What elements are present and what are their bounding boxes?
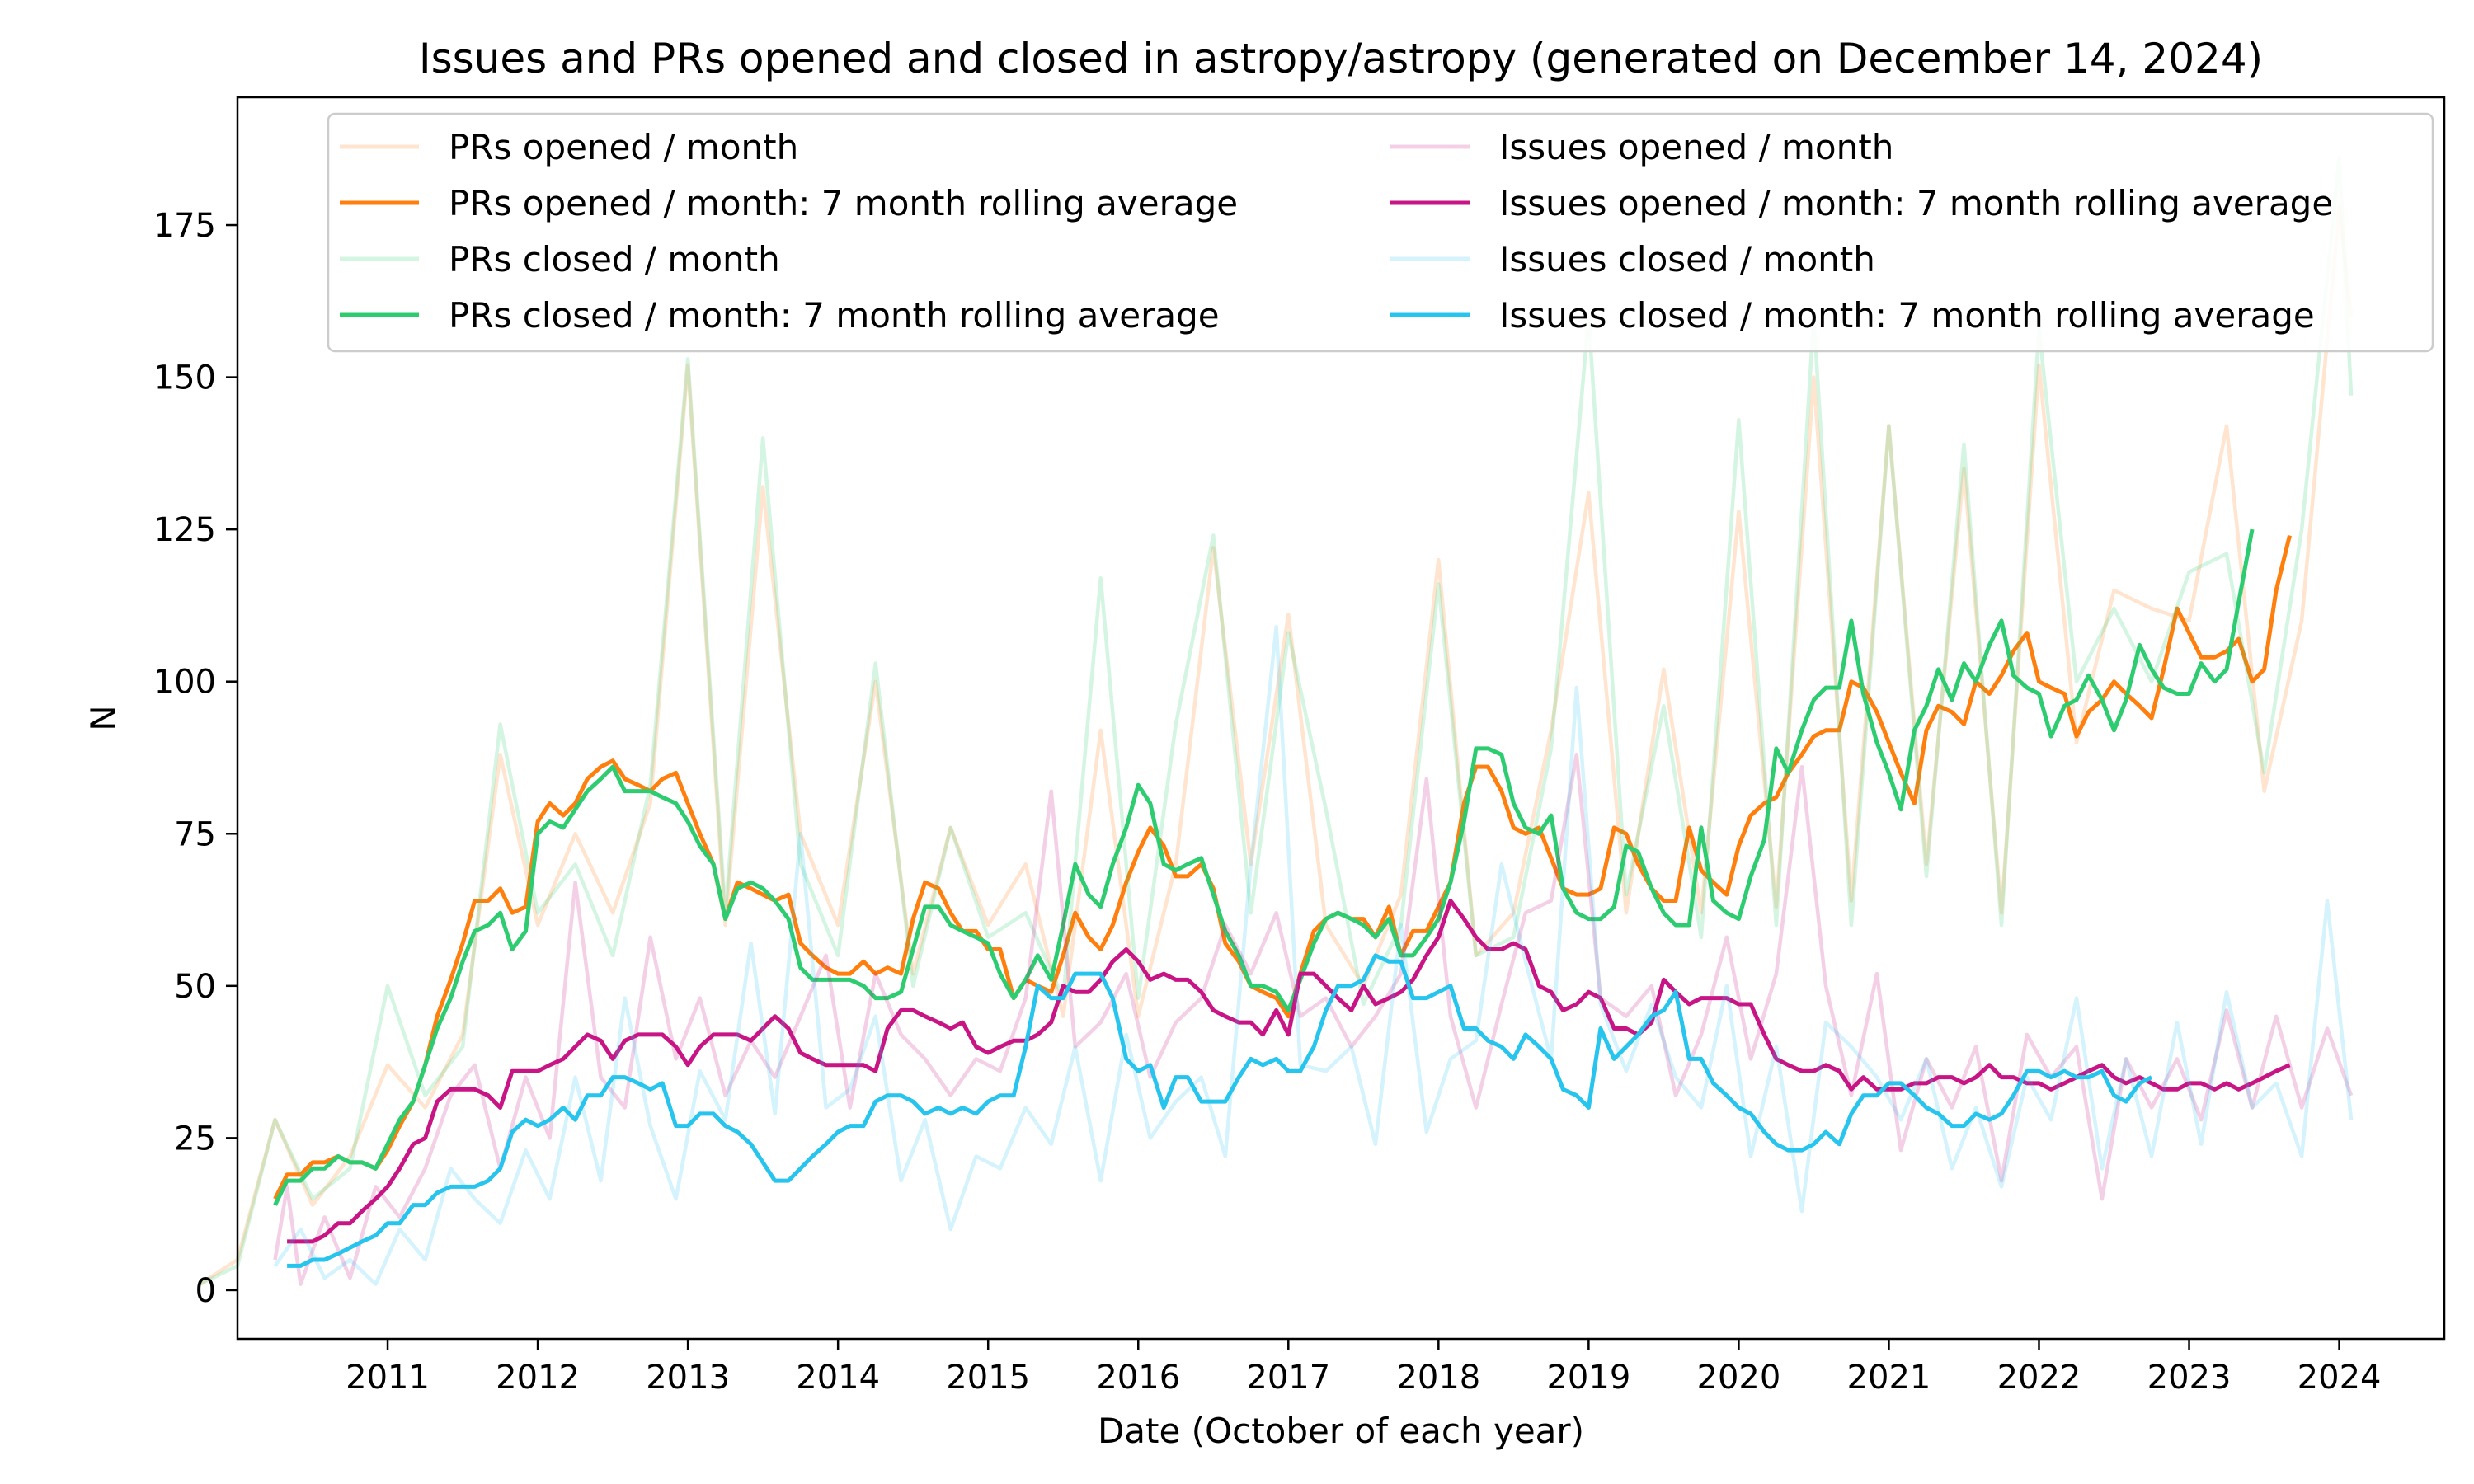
- x-tick-label: 2014: [796, 1359, 880, 1397]
- legend-label: Issues closed / month: [1499, 239, 1875, 279]
- x-tick-label: 2013: [646, 1359, 730, 1397]
- legend-label: PRs opened / month: [449, 127, 798, 167]
- y-tick-label: 25: [174, 1120, 216, 1158]
- x-tick-label: 2018: [1396, 1359, 1480, 1397]
- x-tick-label: 2019: [1546, 1359, 1630, 1397]
- y-tick-label: 175: [153, 207, 216, 245]
- series-line-6: [287, 899, 2291, 1244]
- y-tick-label: 50: [174, 968, 216, 1006]
- y-tick-label: 0: [195, 1272, 216, 1310]
- legend-label: Issues opened / month: [1499, 127, 1893, 167]
- y-tick-label: 150: [153, 359, 216, 397]
- plot-frame: [236, 96, 2446, 1341]
- series-line-5: [273, 753, 2354, 1286]
- y-axis-title: N: [83, 705, 124, 730]
- series-line-7: [273, 625, 2354, 1286]
- x-tick-label: 2016: [1096, 1359, 1180, 1397]
- legend-label: Issues opened / month: 7 month rolling a…: [1499, 183, 2333, 223]
- y-tick-label: 75: [174, 815, 216, 853]
- y-axis: 0 25 50 75 100 125 150 175: [153, 207, 238, 1310]
- legend-box: [327, 112, 2434, 353]
- legend-label: PRs closed / month: [449, 239, 780, 279]
- x-axis-title: Date (October of each year): [1098, 1411, 1584, 1451]
- legend-label: PRs opened / month: 7 month rolling aver…: [449, 183, 1238, 223]
- series-line-2: [273, 534, 2292, 1200]
- x-tick-label: 2024: [2298, 1359, 2382, 1397]
- x-tick-label: 2021: [1847, 1359, 1931, 1397]
- x-axis: 2011 2012 2013 2014 2015 2016 2017 2018 2019 2020…: [346, 1339, 2381, 1397]
- series-line-3: [199, 156, 2354, 1286]
- legend-label: PRs closed / month: 7 month rolling aver…: [449, 295, 1220, 336]
- series-line-8: [287, 953, 2153, 1268]
- series-line-4: [273, 528, 2255, 1206]
- series-line-1: [199, 204, 2354, 1286]
- x-tick-label: 2012: [496, 1359, 580, 1397]
- y-tick-label: 100: [153, 664, 216, 702]
- x-tick-label: 2017: [1246, 1359, 1330, 1397]
- y-tick-label: 125: [153, 511, 216, 549]
- x-tick-label: 2023: [2147, 1359, 2232, 1397]
- chart-title: Issues and PRs opened and closed in astr…: [419, 35, 2263, 82]
- legend: PRs opened / month PRs opened / month: 7 …: [327, 112, 2434, 353]
- series-layer: [199, 156, 2354, 1286]
- x-tick-label: 2022: [1997, 1359, 2081, 1397]
- x-tick-label: 2011: [346, 1359, 430, 1397]
- x-tick-label: 2015: [946, 1359, 1030, 1397]
- legend-label: Issues closed / month: 7 month rolling a…: [1499, 295, 2315, 336]
- x-tick-label: 2020: [1697, 1359, 1781, 1397]
